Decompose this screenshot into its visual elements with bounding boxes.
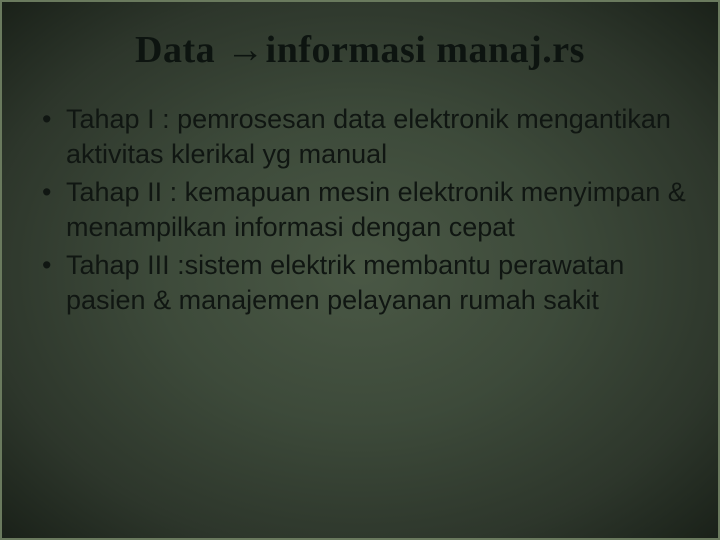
title-text-part1: Data [135,29,225,71]
bullet-list: Tahap I : pemrosesan data elektronik men… [32,102,688,317]
list-item: Tahap III :sistem elektrik membantu pera… [38,248,688,317]
list-item: Tahap II : kemapuan mesin elektronik men… [38,175,688,244]
arrow-icon: → [225,29,266,72]
slide-container: Data →informasi manaj.rs Tahap I : pemro… [0,0,720,540]
list-item: Tahap I : pemrosesan data elektronik men… [38,102,688,171]
slide-title: Data →informasi manaj.rs [32,28,688,72]
title-text-part2: informasi manaj.rs [266,29,585,71]
